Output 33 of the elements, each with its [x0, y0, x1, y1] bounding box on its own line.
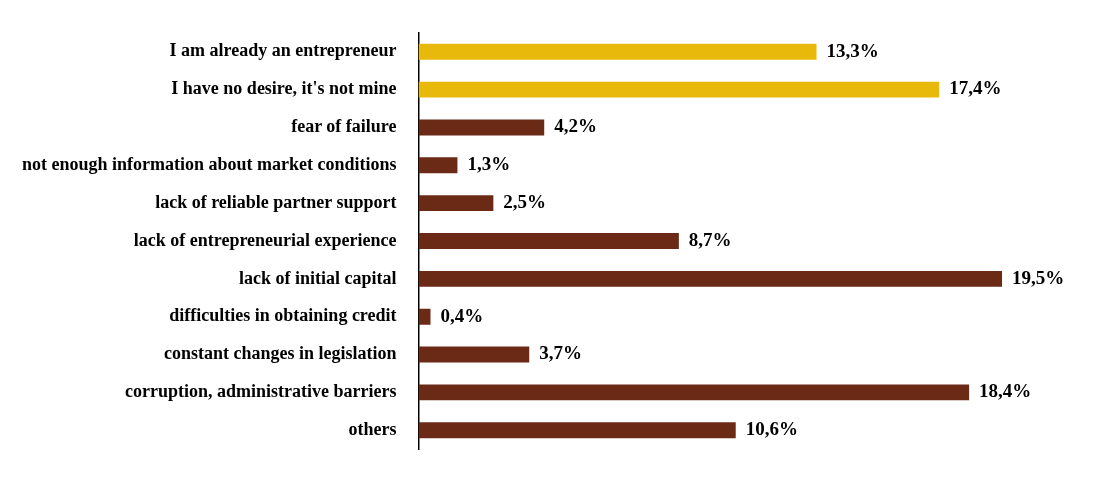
- bar: [418, 384, 970, 401]
- data-label: 4,2%: [554, 115, 597, 137]
- y-tick-label: lack of entrepreneurial experience: [133, 229, 397, 250]
- y-tick-label: not enough information about market conditions: [21, 153, 397, 174]
- y-tick-label: constant changes in legislation: [164, 343, 397, 364]
- data-label: 2,5%: [503, 191, 547, 213]
- data-label: 18,4%: [979, 380, 1032, 402]
- data-label: 13,3%: [826, 39, 879, 61]
- data-label: 1,3%: [467, 153, 511, 175]
- bar: [418, 43, 817, 60]
- data-label: 0,4%: [440, 304, 484, 326]
- data-label: 8,7%: [688, 228, 732, 250]
- data-label: 10,6%: [745, 418, 798, 440]
- y-tick-label: lack of reliable partner support: [155, 191, 397, 212]
- y-tick-label: corruption, administrative barriers: [125, 381, 397, 402]
- bar: [418, 119, 545, 136]
- y-tick-label: I have no desire, it's not mine: [171, 78, 397, 99]
- bar: [418, 346, 530, 363]
- data-label: 3,7%: [539, 342, 582, 364]
- y-tick-label: lack of initial capital: [239, 267, 397, 288]
- y-tick-label: I am already an entrepreneur: [169, 40, 397, 61]
- y-tick-label: fear of failure: [291, 116, 397, 137]
- data-label: 19,5%: [1012, 266, 1065, 288]
- y-tick-label: difficulties in obtaining credit: [169, 305, 397, 326]
- bar: [418, 308, 431, 325]
- bar: [418, 270, 1003, 287]
- bar: [418, 81, 940, 98]
- bar: [418, 195, 494, 212]
- bar: [418, 422, 736, 439]
- bar: [418, 157, 458, 174]
- data-label: 17,4%: [949, 77, 1002, 99]
- y-tick-label: others: [348, 418, 397, 439]
- bar: [418, 233, 679, 249]
